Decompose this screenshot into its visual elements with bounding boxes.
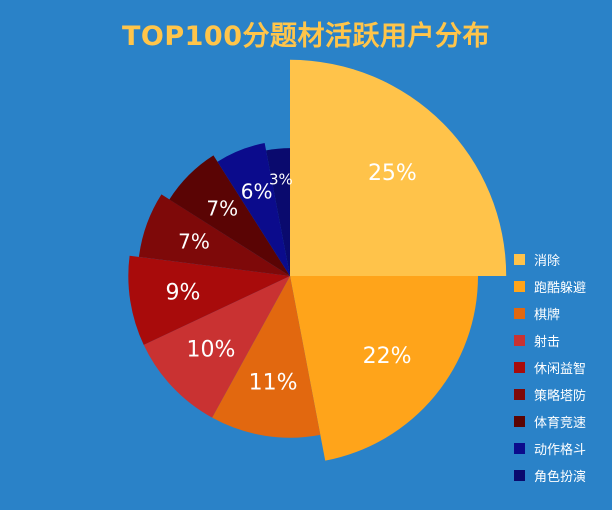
legend-label: 角色扮演 bbox=[534, 470, 587, 485]
legend-swatch bbox=[514, 254, 525, 265]
legend-label: 棋牌 bbox=[534, 308, 561, 323]
data-label: 7% bbox=[206, 196, 238, 220]
pie-slice bbox=[169, 155, 290, 276]
chart-title: TOP100分题材活跃用户分布 bbox=[121, 21, 491, 52]
chart-legend: 消除跑酷躲避棋牌射击休闲益智策略塔防体育竞速动作格斗角色扮演 bbox=[514, 246, 610, 489]
legend-item: 休闲益智 bbox=[514, 354, 610, 381]
legend-swatch bbox=[514, 470, 525, 481]
pie-slice bbox=[290, 276, 478, 461]
pie-slice bbox=[143, 276, 290, 418]
legend-swatch bbox=[514, 362, 525, 373]
legend-label: 射击 bbox=[534, 335, 561, 350]
pie-slice bbox=[290, 59, 507, 276]
legend-swatch bbox=[514, 335, 525, 346]
legend-label: 策略塔防 bbox=[534, 389, 587, 404]
data-label: 11% bbox=[249, 371, 298, 396]
legend-label: 动作格斗 bbox=[534, 443, 587, 458]
legend-item: 跑酷躲避 bbox=[514, 273, 610, 300]
legend-item: 体育竞速 bbox=[514, 408, 610, 435]
pie-slice bbox=[266, 148, 290, 276]
legend-swatch bbox=[514, 416, 525, 427]
pie-slice bbox=[217, 143, 290, 276]
legend-item: 动作格斗 bbox=[514, 435, 610, 462]
pie-slice bbox=[138, 194, 290, 276]
legend-item: 消除 bbox=[514, 246, 610, 273]
data-label: 25% bbox=[368, 161, 417, 186]
data-label: 7% bbox=[178, 229, 210, 253]
data-label: 9% bbox=[166, 280, 201, 305]
legend-item: 射击 bbox=[514, 327, 610, 354]
legend-label: 跑酷躲避 bbox=[534, 281, 587, 296]
legend-swatch bbox=[514, 389, 525, 400]
data-label: 3% bbox=[269, 170, 293, 188]
legend-swatch bbox=[514, 308, 525, 319]
legend-label: 体育竞速 bbox=[534, 416, 587, 431]
legend-item: 策略塔防 bbox=[514, 381, 610, 408]
legend-swatch bbox=[514, 443, 525, 454]
legend-label: 消除 bbox=[534, 254, 561, 269]
legend-item: 棋牌 bbox=[514, 300, 610, 327]
pie-slice bbox=[212, 276, 321, 438]
pie-slice bbox=[128, 255, 290, 345]
legend-label: 休闲益智 bbox=[534, 362, 587, 377]
legend-item: 角色扮演 bbox=[514, 462, 610, 489]
legend-swatch bbox=[514, 281, 525, 292]
data-label: 10% bbox=[187, 338, 236, 363]
data-label: 22% bbox=[363, 344, 412, 369]
data-label: 6% bbox=[241, 180, 273, 204]
